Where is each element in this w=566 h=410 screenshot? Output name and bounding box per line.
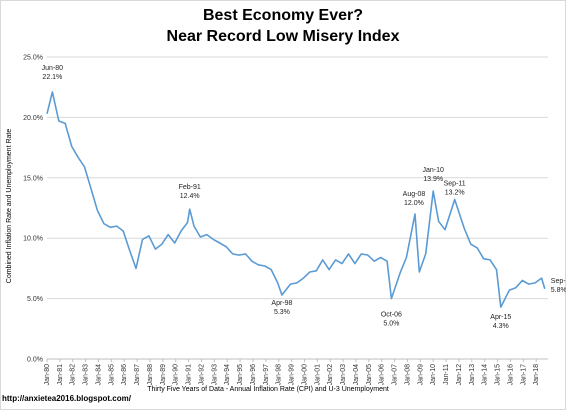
- y-tick-label: 25.0%: [23, 55, 43, 62]
- annotation-date: Feb-91: [179, 184, 201, 191]
- x-tick-label: Jan-90: [173, 364, 180, 386]
- y-tick-label: 15.0%: [23, 175, 43, 182]
- annotation-date: Aug-08: [403, 191, 426, 198]
- y-tick-labels: 0.0% 5.0% 10.0% 15.0% 20.0% 25.0%: [23, 55, 43, 364]
- annotation-value: 4.3%: [493, 323, 509, 330]
- source-url: http://anxietea2016.blogspot.com/: [2, 394, 131, 403]
- x-tick-label: Jan-05: [366, 364, 373, 386]
- annotation-value: 5.0%: [383, 321, 399, 328]
- x-tick-label: Jan-12: [456, 364, 463, 386]
- x-tick-label: Jan-89: [160, 364, 167, 386]
- x-tick-label: Jan-91: [186, 364, 193, 386]
- x-tick-label: Jan-92: [198, 364, 205, 386]
- annotation-value: 12.0%: [404, 200, 424, 207]
- x-tick-label: Jan-98: [276, 364, 283, 386]
- x-tick-label: Jan-08: [404, 364, 411, 386]
- x-tick-label: Jan-09: [417, 364, 424, 386]
- x-tick-label: Jan-88: [147, 364, 154, 386]
- x-tick-labels: Jan-80 Jan-81 Jan-82 Jan-83 Jan-84 Jan-85 Jan-…: [44, 359, 540, 385]
- y-tick-label: 20.0%: [23, 115, 43, 122]
- x-tick-label: Jan-10: [430, 364, 437, 386]
- chart-title-line2: Near Record Low Misery Index: [166, 28, 400, 45]
- x-tick-label: Jan-04: [353, 364, 360, 386]
- x-tick-label: Jan-11: [443, 364, 450, 385]
- x-tick-label: Jan-14: [482, 364, 489, 386]
- x-tick-label: Jan-93: [211, 364, 218, 386]
- x-tick-label: Jan-94: [224, 364, 231, 386]
- x-tick-label: Jan-06: [379, 364, 386, 386]
- annotation-value: 22.1%: [42, 74, 62, 81]
- grid-lines: [47, 56, 548, 360]
- y-tick-label: 10.0%: [23, 236, 43, 243]
- annotation-date: Sep-11: [444, 181, 466, 188]
- y-tick-label: 5.0%: [27, 296, 43, 303]
- x-tick-label: Jan-07: [392, 364, 399, 386]
- annotation-value: 13.9%: [423, 176, 443, 183]
- x-tick-label: Jan-15: [495, 364, 502, 386]
- x-tick-label: Jan-97: [263, 364, 270, 386]
- x-tick-label: Jan-18: [533, 364, 540, 386]
- annotations: Jun-80 22.1% Feb-91 12.4% Apr-98 5.3% Oct-06 5.…: [42, 65, 566, 330]
- x-tick-label: Jan-16: [507, 364, 514, 386]
- annotation-value: 5.3%: [274, 309, 290, 316]
- x-tick-label: Jan-00: [301, 364, 308, 386]
- x-tick-label: Jan-83: [83, 364, 90, 386]
- y-tick-label: 0.0%: [27, 357, 43, 364]
- annotation-date: Jan-10: [423, 167, 445, 174]
- annotation-value: 5.8%: [551, 287, 566, 294]
- x-tick-label: Jan-81: [57, 364, 64, 386]
- annotation-date: Sep-18: [551, 278, 566, 285]
- y-axis-title: Combined Inflation Rate and Unemployment…: [6, 129, 13, 284]
- annotation-value: 13.2%: [445, 190, 465, 197]
- x-tick-label: Jan-96: [250, 364, 257, 386]
- x-tick-label: Jan-99: [289, 364, 296, 386]
- x-tick-label: Jan-17: [520, 364, 527, 386]
- annotation-date: Oct-06: [381, 312, 402, 319]
- annotation-date: Apr-15: [490, 314, 511, 321]
- annotation-date: Jun-80: [42, 65, 64, 72]
- misery-index-line: [46, 91, 546, 308]
- x-tick-label: Jan-85: [108, 364, 115, 386]
- x-tick-label: Jan-02: [327, 364, 334, 386]
- x-tick-label: Jan-13: [469, 364, 476, 386]
- annotation-value: 12.4%: [180, 193, 200, 200]
- x-tick-label: Jan-95: [237, 364, 244, 386]
- x-tick-label: Jan-80: [44, 364, 51, 386]
- x-tick-label: Jan-87: [134, 364, 141, 386]
- x-tick-label: Jan-03: [340, 364, 347, 386]
- x-tick-label: Jan-84: [95, 364, 102, 386]
- x-tick-label: Jan-86: [121, 364, 128, 386]
- x-tick-label: Jan-82: [70, 364, 77, 386]
- chart-title-line1: Best Economy Ever?: [202, 7, 364, 24]
- x-tick-label: Jan-01: [314, 364, 321, 386]
- annotation-date: Apr-98: [271, 300, 292, 307]
- x-axis-title: Thirty Five Years of Data - Annual Infla…: [147, 386, 389, 393]
